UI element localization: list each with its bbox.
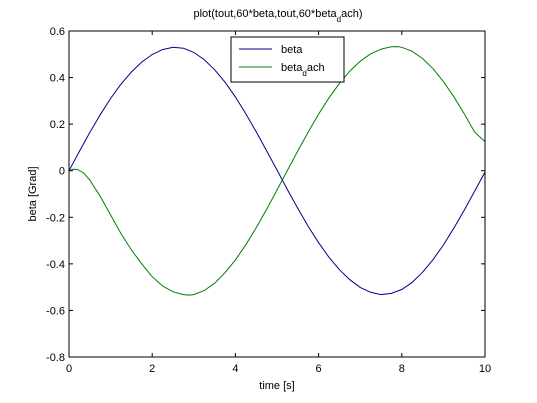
y-axis-label: beta [Grad] (27, 166, 39, 221)
y-tick-label: -0.2 (46, 212, 65, 224)
y-tick-label: -0.6 (46, 305, 65, 317)
legend-box (230, 36, 345, 83)
plot-area (68, 30, 486, 358)
x-tick-label: 6 (316, 363, 322, 375)
series-line-beta (68, 46, 486, 296)
chart-title: plot(tout,60*beta,tout,60*betadach) (194, 8, 363, 24)
x-axis-label: time [s] (259, 380, 294, 392)
x-tick-label: 0 (66, 363, 72, 375)
x-tick-label: 2 (149, 363, 155, 375)
series-layer (68, 46, 486, 296)
legend-label-beta-dach: betadach (281, 62, 325, 78)
x-tick-label: 10 (479, 363, 491, 375)
legend: beta betadach (230, 36, 345, 83)
y-tick-label: 0 (59, 166, 65, 178)
x-tick-label: 4 (232, 363, 238, 375)
y-tick-label: -0.8 (46, 352, 65, 364)
legend-label-beta: beta (281, 44, 303, 56)
y-tick-label: -0.4 (46, 259, 65, 271)
y-tick-label: 0.6 (50, 26, 65, 38)
x-tick-label: 8 (399, 363, 405, 375)
y-tick-label: 0.4 (50, 73, 65, 85)
y-tick-label: 0.2 (50, 119, 65, 131)
axis-ticks: 0 2 4 6 8 10 0.6 0.4 0.2 0 -0.2 -0.4 -0.6 -0.8 (46, 26, 491, 375)
series-line-beta-dach (68, 46, 486, 296)
